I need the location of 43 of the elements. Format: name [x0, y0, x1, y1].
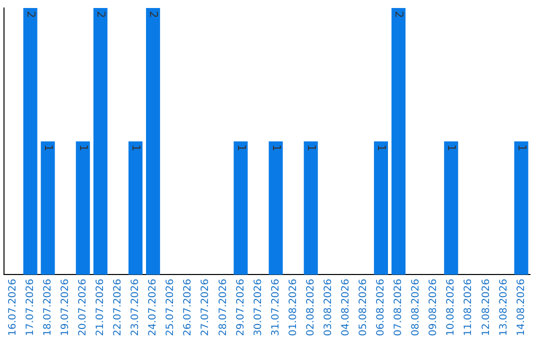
x-tick-label: 05.08.2026: [358, 278, 370, 336]
data-label: 1: [515, 144, 528, 152]
x-tick-label: 18.07.2026: [42, 278, 54, 336]
x-tick-label: 10.08.2026: [446, 278, 457, 336]
x-tick-label: 20.07.2026: [77, 278, 88, 336]
data-label: 2: [94, 11, 108, 18]
x-tick-label: 29.07.2026: [235, 278, 246, 336]
x-tick-label: 23.07.2026: [130, 278, 142, 336]
x-tick-label: 27.07.2026: [200, 278, 212, 336]
data-label: 1: [234, 144, 248, 152]
x-tick-label: 26.07.2026: [182, 278, 194, 336]
x-tick-label: 06.08.2026: [376, 278, 387, 336]
data-label: 1: [304, 144, 318, 152]
x-tick-label: 02.08.2026: [305, 278, 316, 336]
data-label: 2: [392, 11, 406, 18]
x-tick-label: 30.07.2026: [252, 278, 264, 336]
x-tick-label: 11.08.2026: [463, 278, 474, 336]
x-tick-label: 12.08.2026: [480, 278, 492, 336]
x-tick-label: 22.07.2026: [112, 278, 124, 336]
x-tick-label: 01.08.2026: [288, 278, 299, 336]
x-tick-label: 17.07.2026: [24, 278, 36, 336]
x-tick-label: 13.08.2026: [498, 278, 510, 336]
data-label: 1: [77, 144, 90, 152]
data-label: 1: [42, 144, 55, 152]
x-tick-label: 04.08.2026: [340, 278, 352, 336]
x-tick-label: 03.08.2026: [322, 278, 334, 336]
x-tick-label: 09.08.2026: [428, 278, 440, 336]
x-tick-label: 19.07.2026: [60, 278, 71, 336]
x-tick-label: 28.07.2026: [218, 278, 229, 336]
data-label: 2: [147, 11, 160, 18]
data-label: 1: [375, 144, 388, 152]
x-tick-label: 08.08.2026: [410, 278, 422, 336]
x-tick-label: 25.07.2026: [165, 278, 176, 336]
data-label: 2: [24, 11, 38, 18]
x-tick-label: 16.07.2026: [7, 278, 18, 336]
x-tick-label: 21.07.2026: [95, 278, 106, 336]
data-label: 1: [445, 144, 458, 152]
x-tick-label: 24.07.2026: [148, 278, 159, 336]
x-tick-label: 31.07.2026: [270, 278, 282, 336]
data-label: 1: [270, 144, 283, 152]
x-tick-label: 14.08.2026: [516, 278, 527, 336]
x-tick-label: 07.08.2026: [393, 278, 404, 336]
data-label: 1: [130, 144, 143, 152]
